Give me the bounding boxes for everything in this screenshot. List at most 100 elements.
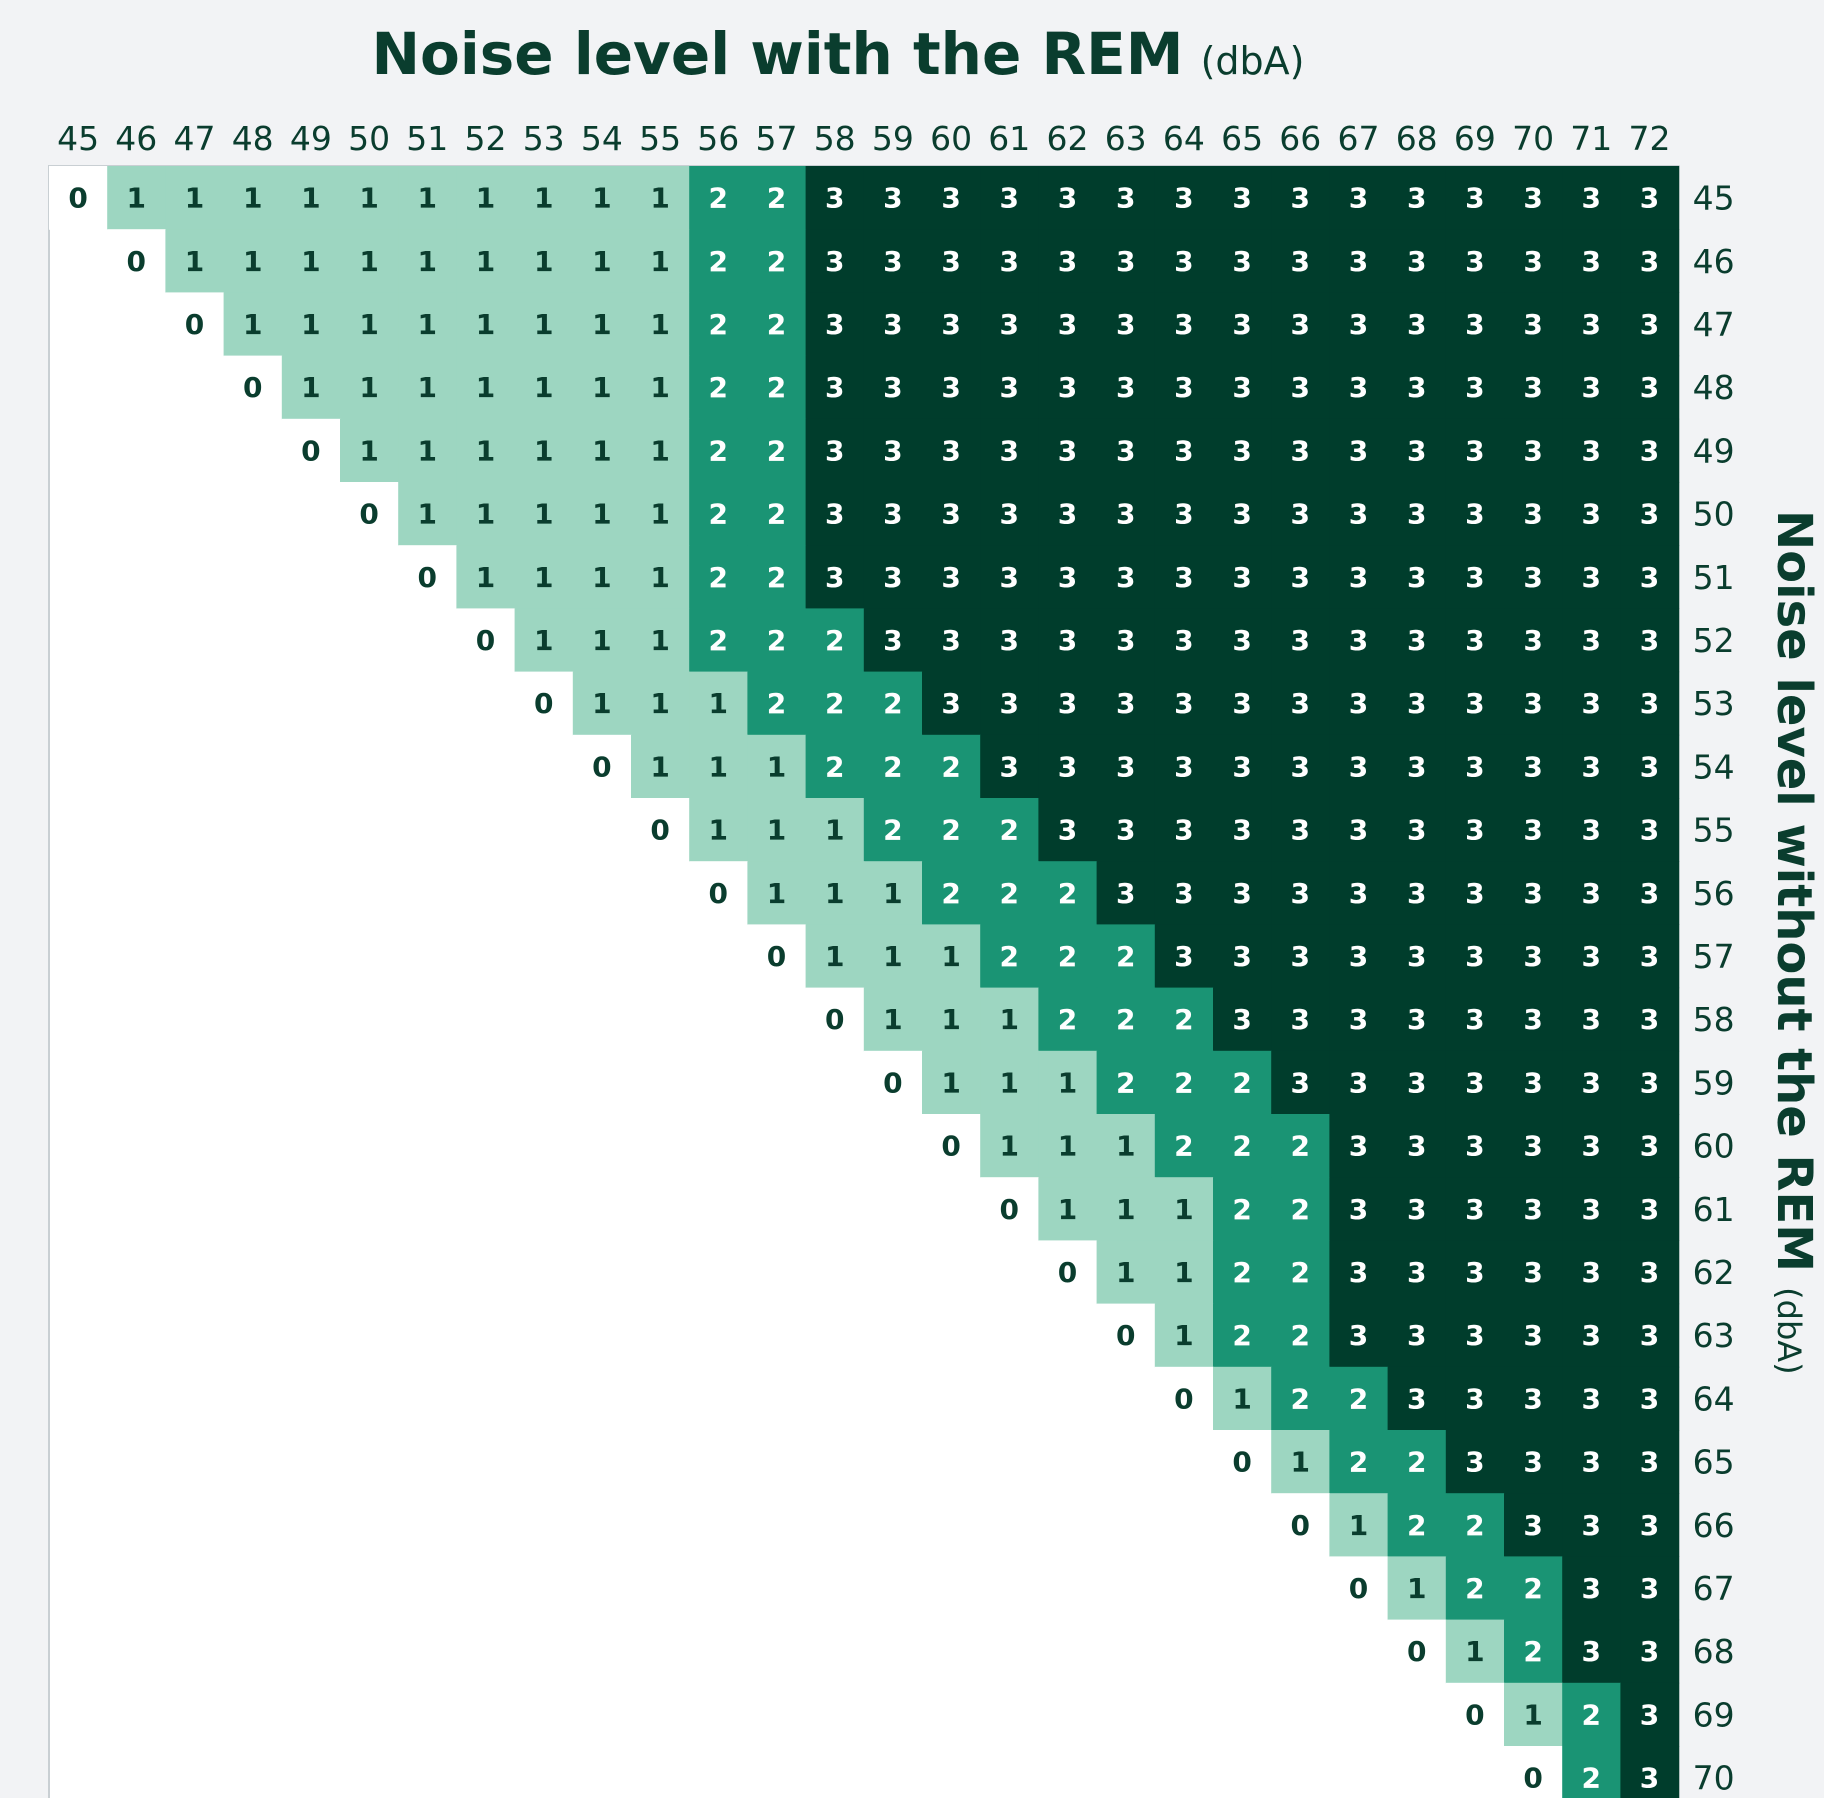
heatmap-cells: 0 1 1 1 1 1 1 1 1 1 1 2 2 3 3 3 3 3 3 3 3 3 3 3 3 3 3 3 0 1 1 1 1 1 1 1 1 1 2 2… xyxy=(49,166,1680,1798)
heatmap-cell xyxy=(1504,671,1563,736)
cell-value-label: 2 xyxy=(1291,1256,1310,1289)
heatmap-cell xyxy=(1213,292,1272,357)
cell-value-label: 2 xyxy=(1058,877,1077,910)
heatmap-cell xyxy=(863,355,923,420)
cell-value-label: 3 xyxy=(1640,1382,1659,1415)
heatmap-cell xyxy=(398,355,457,420)
y-tick-label: 59 xyxy=(1693,1063,1735,1102)
heatmap-cell xyxy=(1038,166,1098,230)
cell-value-label: 1 xyxy=(476,371,495,404)
heatmap-cell xyxy=(1271,1050,1330,1115)
x-tick-label: 71 xyxy=(1570,119,1612,158)
heatmap-cell xyxy=(1271,1240,1330,1305)
heatmap-cell xyxy=(1562,229,1621,293)
heatmap-cell xyxy=(922,1050,981,1115)
heatmap-cell xyxy=(1504,987,1563,1052)
cell-value-label: 3 xyxy=(1523,940,1542,973)
cell-value-label: 1 xyxy=(825,814,844,847)
heatmap-cell xyxy=(1096,924,1156,989)
cell-value-label: 3 xyxy=(1523,1130,1542,1163)
heatmap-cell xyxy=(1504,1177,1563,1241)
cell-value-label: 2 xyxy=(1058,940,1077,973)
cell-value-label: 3 xyxy=(1465,624,1484,657)
cell-value-label: 3 xyxy=(1291,182,1310,215)
x-tick-label: 60 xyxy=(930,119,972,158)
cell-value-label: 3 xyxy=(1640,1762,1659,1795)
cell-value-label: 3 xyxy=(1640,1509,1659,1542)
heatmap-cell xyxy=(805,798,865,862)
heatmap-cell xyxy=(572,545,632,609)
cell-value-label: 3 xyxy=(1349,182,1368,215)
heatmap-cell xyxy=(1271,545,1330,609)
cell-value-label: 3 xyxy=(1640,940,1659,973)
cell-value-label: 1 xyxy=(825,877,844,910)
cell-value-label: 3 xyxy=(1174,750,1193,783)
heatmap-cell xyxy=(340,482,399,546)
heatmap-cell xyxy=(1562,545,1621,609)
y-tick-label: 49 xyxy=(1693,431,1735,470)
heatmap-cell xyxy=(1504,166,1563,230)
cell-value-label: 3 xyxy=(1582,245,1601,278)
cell-value-label: 3 xyxy=(1523,877,1542,910)
heatmap-cell xyxy=(1213,1050,1272,1115)
heatmap-cell xyxy=(922,482,981,546)
cell-value-label: 3 xyxy=(1291,371,1310,404)
cell-value-label: 3 xyxy=(883,308,902,341)
heatmap-cell xyxy=(1213,229,1272,293)
heatmap-cell xyxy=(1620,229,1680,293)
cell-value-label: 3 xyxy=(1174,877,1193,910)
cell-value-label: 3 xyxy=(1291,498,1310,531)
heatmap-cell xyxy=(1096,418,1156,483)
cell-value-label: 3 xyxy=(1640,1319,1659,1352)
cell-value-label: 3 xyxy=(825,561,844,594)
cell-value-label: 3 xyxy=(1407,371,1426,404)
heatmap-cell xyxy=(1038,671,1098,736)
heatmap-cell xyxy=(1504,734,1563,799)
cell-value-label: 3 xyxy=(1523,434,1542,467)
cell-value-label: 3 xyxy=(1116,498,1135,531)
cell-value-label: 2 xyxy=(1000,814,1019,847)
cell-value-label: 3 xyxy=(1407,1003,1426,1036)
heatmap-cell xyxy=(1445,1430,1505,1494)
heatmap-cell xyxy=(980,545,1039,609)
heatmap-cell xyxy=(1271,355,1330,420)
heatmap-cell xyxy=(1445,1177,1505,1241)
heatmap-cell xyxy=(1213,482,1272,546)
heatmap-cell xyxy=(980,229,1039,293)
cell-value-label: 3 xyxy=(1407,308,1426,341)
heatmap-cell xyxy=(1038,418,1098,483)
heatmap-cell xyxy=(1620,1050,1680,1115)
cell-value-label: 2 xyxy=(1174,1130,1193,1163)
cell-value-label: 3 xyxy=(1465,1382,1484,1415)
cell-value-label: 3 xyxy=(1407,245,1426,278)
heatmap-cell xyxy=(747,671,807,736)
heatmap-cell xyxy=(1445,924,1505,989)
x-tick-label: 50 xyxy=(348,119,390,158)
heatmap-cell xyxy=(281,292,341,357)
heatmap-cell xyxy=(1387,166,1447,230)
chart-title-main: Noise level with the REM xyxy=(372,20,1184,88)
cell-value-label: 3 xyxy=(1232,308,1251,341)
heatmap-cell xyxy=(1213,924,1272,989)
cell-value-label: 3 xyxy=(1523,245,1542,278)
cell-value-label: 0 xyxy=(883,1066,902,1099)
cell-value-label: 3 xyxy=(1174,624,1193,657)
heatmap-cell xyxy=(1329,1366,1389,1431)
cell-value-label: 3 xyxy=(1000,434,1019,467)
cell-value-label: 3 xyxy=(1058,687,1077,720)
heatmap-cell xyxy=(1096,1177,1156,1241)
heatmap-cell xyxy=(1213,1177,1272,1241)
cell-value-label: 3 xyxy=(1174,814,1193,847)
heatmap-cell xyxy=(922,924,981,989)
cell-value-label: 3 xyxy=(1000,245,1019,278)
heatmap-cell xyxy=(980,861,1039,925)
heatmap-cell xyxy=(1445,1619,1505,1684)
cell-value-label: 3 xyxy=(1465,1066,1484,1099)
y-tick-label: 60 xyxy=(1693,1127,1735,1166)
heatmap-cell xyxy=(1620,418,1680,483)
heatmap-cell xyxy=(1445,545,1505,609)
heatmap-cell xyxy=(1387,861,1447,925)
cell-value-label: 3 xyxy=(941,434,960,467)
cell-value-label: 3 xyxy=(883,371,902,404)
y-axis-label-main: Noise level without the REM xyxy=(1766,510,1822,1272)
